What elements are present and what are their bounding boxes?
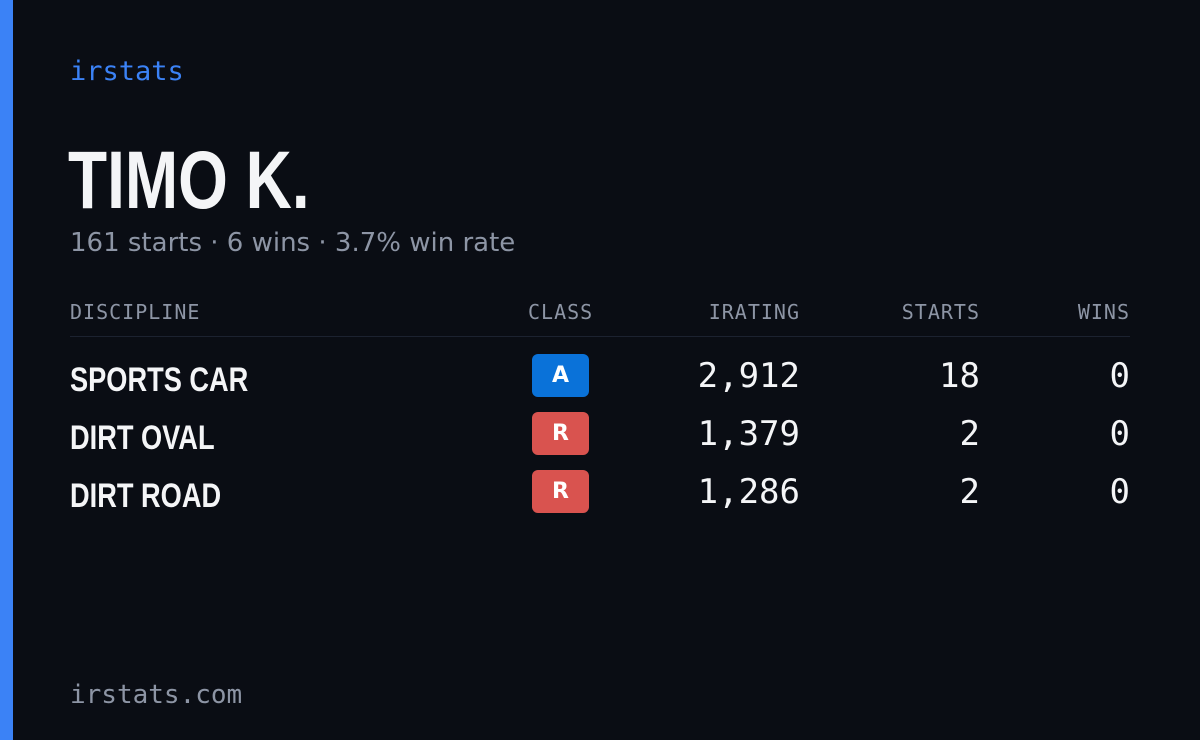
driver-name: TIMO K.	[68, 135, 310, 226]
column-header-discipline: DISCIPLINE	[70, 300, 201, 324]
discipline-name: DIRT ROAD	[70, 477, 222, 515]
table-row: SPORTS CAR A 2,912 18 0	[70, 354, 1130, 404]
license-class-badge: R	[532, 470, 589, 513]
license-class-badge: R	[532, 412, 589, 455]
column-header-class: CLASS	[528, 300, 594, 324]
accent-bar	[0, 0, 13, 740]
column-header-starts: STARTS	[901, 300, 980, 324]
column-header-irating: IRATING	[708, 300, 800, 324]
column-header-wins: WINS	[1077, 300, 1130, 324]
irating-value: 1,286	[697, 472, 800, 512]
starts-value: 2	[959, 472, 980, 512]
footer-site-link: irstats.com	[70, 680, 243, 710]
irating-value: 1,379	[697, 414, 800, 454]
table-row: DIRT ROAD R 1,286 2 0	[70, 470, 1130, 520]
discipline-name: SPORTS CAR	[70, 361, 249, 399]
starts-value: 2	[959, 414, 980, 454]
irating-value: 2,912	[697, 356, 800, 396]
wins-value: 0	[1109, 472, 1130, 512]
starts-value: 18	[939, 356, 980, 396]
career-summary: 161 starts · 6 wins · 3.7% win rate	[70, 228, 516, 258]
license-class-badge: A	[532, 354, 589, 397]
discipline-name: DIRT OVAL	[70, 419, 215, 457]
table-row: DIRT OVAL R 1,379 2 0	[70, 412, 1130, 462]
brand-logo-text: irstats	[70, 56, 184, 87]
wins-value: 0	[1109, 414, 1130, 454]
wins-value: 0	[1109, 356, 1130, 396]
table-header: DISCIPLINE CLASS IRATING STARTS WINS	[70, 298, 1130, 337]
